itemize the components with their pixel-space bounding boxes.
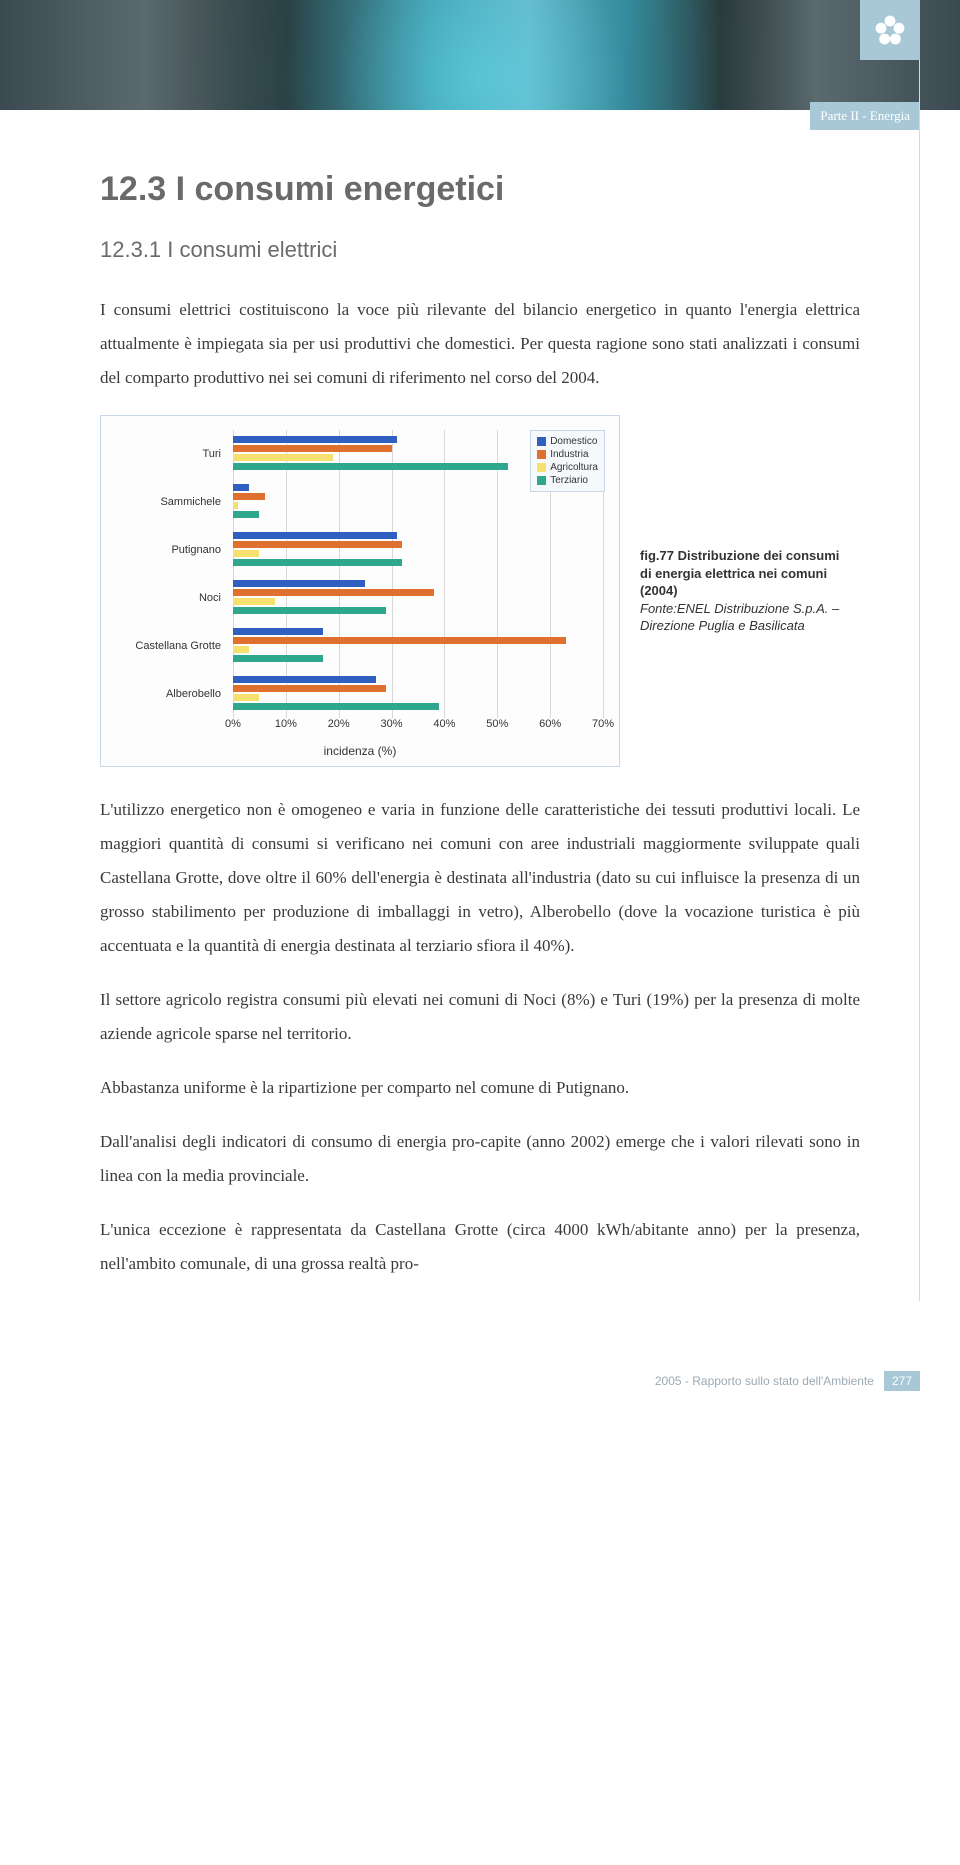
chart-bar [233, 559, 402, 566]
page-title: 12.3 I consumi energetici [100, 170, 860, 209]
legend-label: Domestico [550, 435, 597, 448]
chart-bar [233, 445, 392, 452]
hero-photo [0, 0, 960, 110]
figure-caption-source: Fonte:ENEL Distribuzione S.p.A. – Direzi… [640, 600, 840, 635]
chart-bar [233, 655, 323, 662]
paragraph-5: Dall'analisi degli indicatori di consumo… [100, 1125, 860, 1193]
legend-label: Industria [550, 448, 588, 461]
sidebar-rule [919, 60, 920, 1301]
chart-bar [233, 676, 376, 683]
paragraph-1: I consumi elettrici costituiscono la voc… [100, 293, 860, 395]
chart-bar [233, 463, 508, 470]
chart-bar [233, 436, 397, 443]
figure-caption: fig.77 Distribuzione dei consumi di ener… [640, 547, 840, 635]
figure-caption-title: fig.77 Distribuzione dei consumi di ener… [640, 547, 840, 600]
chart-y-label: Sammichele [115, 478, 225, 526]
chart-y-label: Putignano [115, 526, 225, 574]
chart-x-tick: 50% [486, 718, 508, 730]
chart-x-label: incidenza (%) [115, 744, 605, 758]
chart-x-tick: 60% [539, 718, 561, 730]
footer-text: 2005 - Rapporto sullo stato dell'Ambient… [655, 1374, 874, 1388]
chart-bar [233, 541, 402, 548]
page-footer: 2005 - Rapporto sullo stato dell'Ambient… [0, 1341, 960, 1411]
chart-bar [233, 628, 323, 635]
chart-x-tick: 40% [433, 718, 455, 730]
chart-bar [233, 580, 365, 587]
chart-bar [233, 637, 566, 644]
corner-badge-icon [860, 0, 920, 60]
chart-bar [233, 694, 259, 701]
chart-bar [233, 502, 238, 509]
chart-x-tick: 70% [592, 718, 614, 730]
chart-bar [233, 703, 439, 710]
chart-y-label: Castellana Grotte [115, 622, 225, 670]
paragraph-2: L'utilizzo energetico non è omogeneo e v… [100, 793, 860, 963]
legend-label: Agricoltura [550, 461, 598, 474]
chart-bar [233, 511, 259, 518]
page-subtitle: 12.3.1 I consumi elettrici [100, 237, 860, 263]
chart-bar [233, 493, 265, 500]
chart-bar [233, 646, 249, 653]
chart-y-label: Noci [115, 574, 225, 622]
page-number: 277 [884, 1371, 920, 1391]
chart-bar [233, 685, 386, 692]
chart-bar [233, 598, 275, 605]
distribution-chart: TuriSammichelePutignanoNociCastellana Gr… [100, 415, 620, 767]
chart-bar [233, 484, 249, 491]
chart-x-tick: 10% [275, 718, 297, 730]
chart-y-label: Turi [115, 430, 225, 478]
chart-x-tick: 20% [328, 718, 350, 730]
page-body: 12.3 I consumi energetici 12.3.1 I consu… [0, 110, 960, 1341]
chart-bar [233, 589, 434, 596]
chart-x-tick: 30% [381, 718, 403, 730]
paragraph-6: L'unica eccezione è rappresentata da Cas… [100, 1213, 860, 1281]
chart-bar [233, 532, 397, 539]
paragraph-4: Abbastanza uniforme è la ripartizione pe… [100, 1071, 860, 1105]
chart-bar [233, 550, 259, 557]
chart-bar [233, 454, 333, 461]
chart-y-label: Alberobello [115, 670, 225, 718]
chart-x-tick: 0% [225, 718, 241, 730]
paragraph-3: Il settore agricolo registra consumi più… [100, 983, 860, 1051]
legend-label: Terziario [550, 474, 588, 487]
chart-bar [233, 607, 386, 614]
chart-legend: DomesticoIndustriaAgricolturaTerziario [530, 430, 605, 492]
